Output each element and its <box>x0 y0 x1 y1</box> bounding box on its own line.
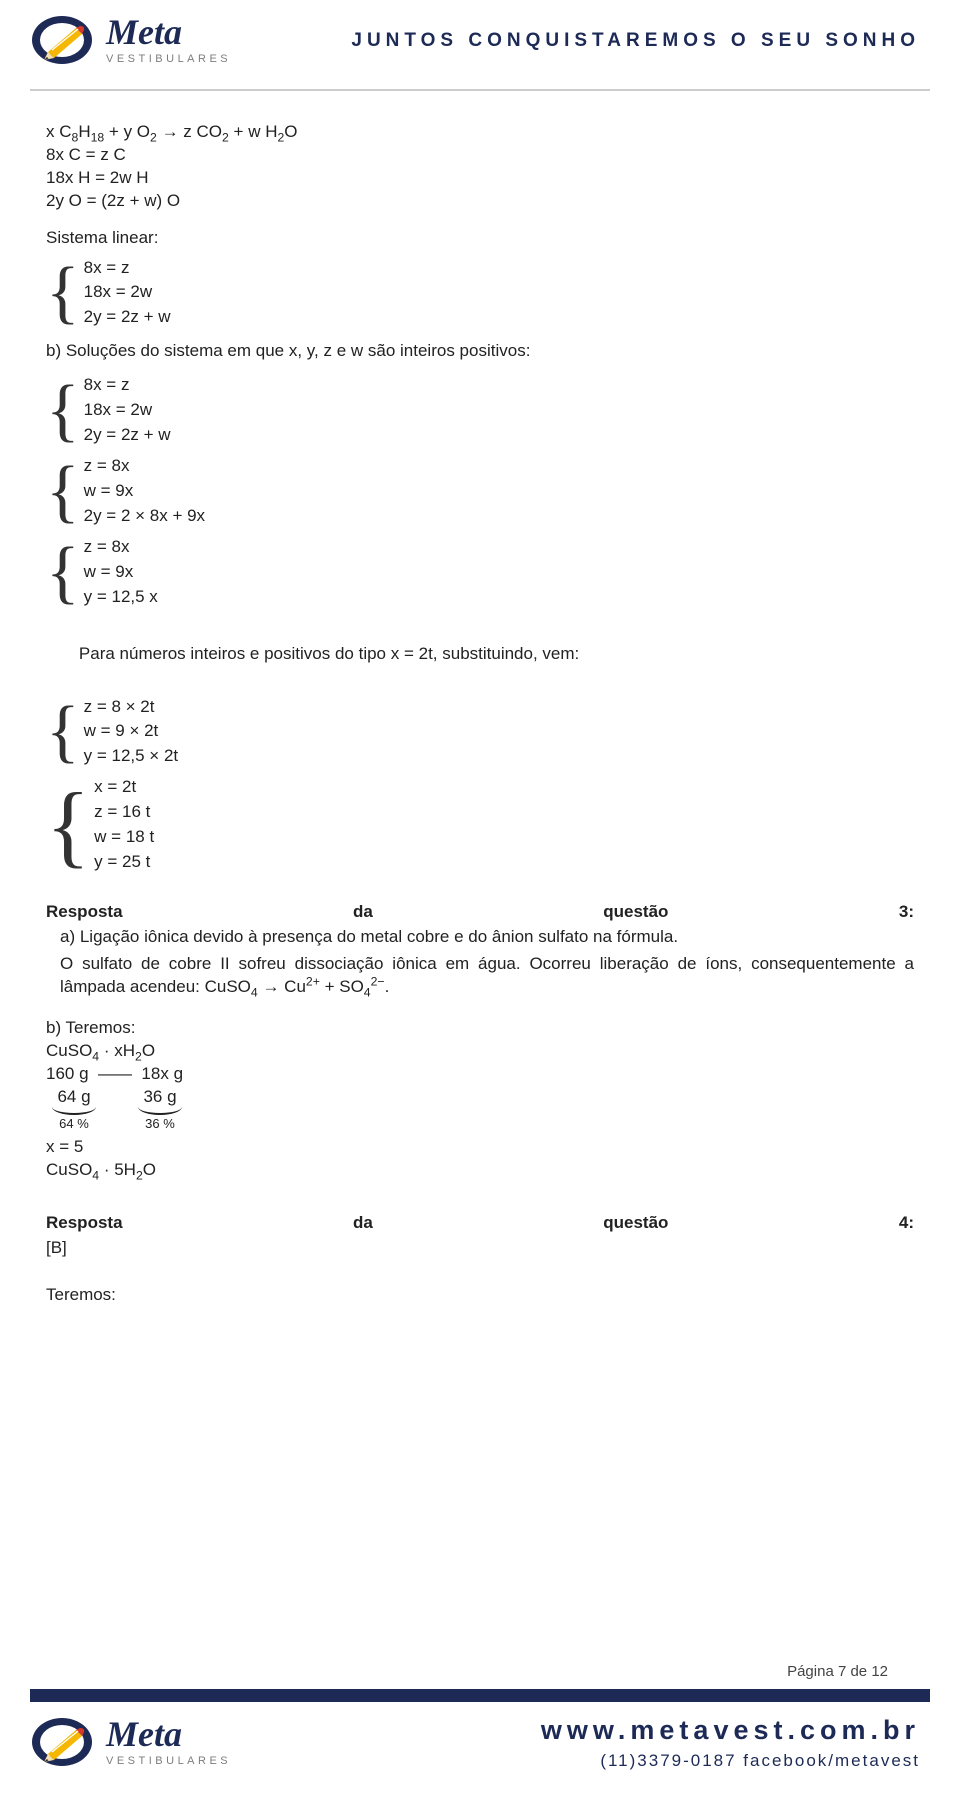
system-1: { 8x = z 18x = 2w 2y = 2z + w <box>46 256 914 331</box>
answer-header-4: Resposta da questão 4: <box>46 1212 914 1235</box>
sys-line: z = 8x <box>84 536 158 559</box>
label: da <box>353 902 373 921</box>
eq-line-4: 2y O = (2z + w) O <box>46 190 914 213</box>
label: questão <box>603 902 668 921</box>
answer-4-value: [B] <box>46 1237 914 1260</box>
text: substituindo, vem: <box>438 644 580 663</box>
swoosh-icon <box>138 1107 182 1115</box>
brace-icon: { <box>46 535 84 610</box>
sys-line: 18x = 2w <box>84 399 171 422</box>
system-6: { x = 2t z = 16 t w = 18 t y = 25 t <box>46 775 914 875</box>
label: 64 % <box>59 1115 89 1133</box>
sys-line: z = 16 t <box>94 801 154 824</box>
bter-line-6: CuSO4 · 5H2O <box>46 1159 914 1182</box>
tagline: JUNTOS CONQUISTAREMOS O SEU SONHO <box>231 28 920 54</box>
sys-line: 2y = 2z + w <box>84 306 171 329</box>
formula: → Cu <box>258 977 306 996</box>
brand-subtext: VESTIBULARES <box>106 1754 231 1769</box>
page-number: Página 7 de 12 <box>0 1662 960 1682</box>
sys-line: 2y = 2 × 8x + 9x <box>84 505 205 528</box>
text: a) Ligação iônica devido à presença do m… <box>60 927 678 946</box>
answer-3b: O sulfato de cobre II sofreu dissociação… <box>46 953 914 999</box>
b-teremos-block: CuSO4 · xH2O 160 g —— 18x g 64 g 64 % 36… <box>46 1040 914 1182</box>
sys-line: y = 12,5 x <box>84 586 158 609</box>
sys-line: w = 9x <box>84 561 158 584</box>
label: Resposta <box>46 1213 123 1232</box>
brace-icon: { <box>46 775 94 875</box>
label: 3: <box>899 902 914 921</box>
sistema-label: Sistema linear: <box>46 227 914 250</box>
content: x C8H18 + y O2 → z CO2 + w H2O 8x C = z … <box>0 121 960 1307</box>
eq-line-3: 18x H = 2w H <box>46 167 914 190</box>
brand-subtext: VESTIBULARES <box>106 52 231 67</box>
teremos-label: Teremos: <box>46 1284 914 1307</box>
value: 36 g <box>143 1086 176 1109</box>
formula: CuSO <box>205 977 251 996</box>
footer-divider <box>30 1689 930 1702</box>
footer-url: www.metavest.com.br <box>541 1712 920 1748</box>
system-4: { z = 8x w = 9x y = 12,5 x <box>46 535 914 610</box>
sys-line: w = 9 × 2t <box>84 720 179 743</box>
bter-line-3-4: 64 g 64 % 36 g 36 % <box>46 1086 914 1132</box>
bter-line-5: x = 5 <box>46 1136 914 1159</box>
label: Resposta <box>46 902 123 921</box>
formula: + SO <box>320 977 364 996</box>
bter-line-1: CuSO4 · xH2O <box>46 1040 914 1063</box>
text: O sulfato de cobre II sofreu dissociação… <box>60 954 914 996</box>
text: são inteiros positivos: <box>363 341 530 360</box>
sys-line: w = 9x <box>84 480 205 503</box>
part-b-intro: b) Soluções do sistema em que x, y, z e … <box>46 340 914 363</box>
pct-cell: 64 g 64 % <box>46 1086 102 1132</box>
label: da <box>353 1213 373 1232</box>
brace-icon: { <box>46 373 84 448</box>
header: Meta VESTIBULARES JUNTOS CONQUISTAREMOS … <box>0 0 960 89</box>
expr: x = 2t, <box>391 644 438 663</box>
label: questão <box>603 1213 668 1232</box>
brand-text: Meta VESTIBULARES <box>106 14 231 67</box>
text: b) Soluções do sistema em que <box>46 341 289 360</box>
sys-line: z = 8x <box>84 455 205 478</box>
footer-brand: Meta VESTIBULARES <box>30 1716 231 1769</box>
swoosh-icon <box>52 1107 96 1115</box>
footer-contact-block: www.metavest.com.br (11)3379-0187 facebo… <box>541 1712 920 1773</box>
chem-equations: x C8H18 + y O2 → z CO2 + w H2O 8x C = z … <box>46 121 914 213</box>
para-tipo: Para números inteiros e positivos do tip… <box>60 620 914 689</box>
footer-contact: (11)3379-0187 facebook/metavest <box>541 1750 920 1773</box>
system-5: { z = 8 × 2t w = 9 × 2t y = 12,5 × 2t <box>46 695 914 770</box>
brand-name: Meta <box>106 1716 231 1752</box>
brace-icon: { <box>46 256 84 331</box>
brand-block: Meta VESTIBULARES <box>30 14 231 67</box>
logo-icon <box>30 1716 94 1768</box>
answer-3a: a) Ligação iônica devido à presença do m… <box>46 926 914 949</box>
sys-line: z = 8 × 2t <box>84 696 179 719</box>
logo-icon <box>30 14 94 66</box>
answer-header-3: Resposta da questão 3: <box>46 901 914 924</box>
text: . <box>385 977 390 996</box>
header-divider <box>30 89 930 91</box>
bter-line-2: 160 g —— 18x g <box>46 1063 914 1086</box>
sys-line: 18x = 2w <box>84 281 171 304</box>
sys-line: 8x = z <box>84 257 171 280</box>
pct-cell: 36 g 36 % <box>132 1086 188 1132</box>
sys-line: w = 18 t <box>94 826 154 849</box>
eq-line-2: 8x C = z C <box>46 144 914 167</box>
brand-name: Meta <box>106 14 231 50</box>
brace-icon: { <box>46 454 84 529</box>
vars: x, y, z e w <box>289 341 363 360</box>
sys-line: y = 12,5 × 2t <box>84 745 179 768</box>
b-teremos-label: b) Teremos: <box>46 1017 914 1040</box>
system-3: { z = 8x w = 9x 2y = 2 × 8x + 9x <box>46 454 914 529</box>
footer: Página 7 de 12 Meta VESTIBULARES www.met… <box>0 1662 960 1793</box>
brace-icon: { <box>46 695 84 770</box>
eq-line-1: x C8H18 + y O2 → z CO2 + w H2O <box>46 121 914 144</box>
sys-line: 2y = 2z + w <box>84 424 171 447</box>
label: 4: <box>899 1213 914 1232</box>
label: 36 % <box>145 1115 175 1133</box>
sys-line: 8x = z <box>84 374 171 397</box>
sys-line: y = 25 t <box>94 851 154 874</box>
text: Para números inteiros e positivos do tip… <box>79 644 391 663</box>
sys-line: x = 2t <box>94 776 154 799</box>
system-2: { 8x = z 18x = 2w 2y = 2z + w <box>46 373 914 448</box>
value: 64 g <box>57 1086 90 1109</box>
